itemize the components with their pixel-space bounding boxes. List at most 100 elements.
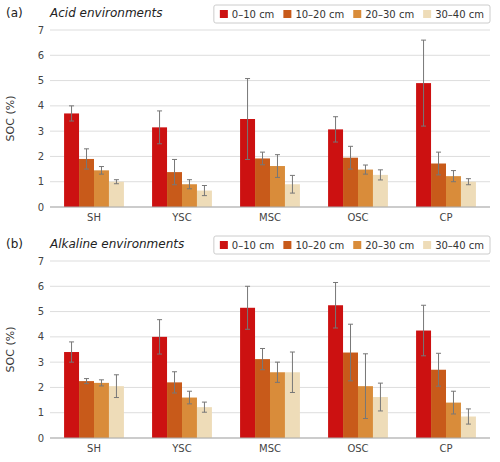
error-bar — [275, 155, 280, 178]
y-axis-label: SOC (%) — [4, 96, 17, 142]
y-tick-label: 7 — [38, 256, 44, 267]
error-bar — [275, 362, 280, 382]
error-bar — [451, 171, 456, 182]
error-bar — [69, 106, 74, 121]
error-bar — [157, 111, 162, 144]
grid-line — [50, 286, 490, 287]
panel-label: (a) — [6, 6, 23, 20]
error-bar — [466, 179, 471, 185]
x-tick-label: OSC — [347, 443, 368, 454]
bar — [94, 383, 109, 438]
title: Acid environments — [49, 6, 163, 20]
error-bar — [421, 305, 426, 356]
y-tick-label: 5 — [38, 75, 44, 86]
y-tick-label: 7 — [38, 25, 44, 36]
grid-line — [50, 438, 490, 439]
legend: 0–10 cm10–20 cm20–30 cm30–40 cm — [214, 236, 490, 254]
legend-swatch — [423, 10, 431, 18]
plot-area — [64, 40, 476, 207]
error-bar — [114, 375, 119, 398]
error-bar — [172, 372, 177, 393]
x-tick-label: SH — [87, 443, 101, 454]
y-tick-label: 0 — [38, 202, 44, 213]
error-bar — [187, 180, 192, 189]
bar — [64, 113, 79, 207]
legend-swatch — [353, 241, 361, 249]
error-bar — [202, 186, 207, 196]
x-tick-label: MSC — [259, 212, 281, 223]
bar — [79, 381, 94, 438]
y-tick-label: 2 — [38, 151, 44, 162]
panel: (a) Acid environments 0 1 2 3 4 5 6 7 SOC (%) SH YSC… — [4, 5, 490, 223]
legend-label: 10–20 cm — [295, 9, 344, 20]
y-tick-label: 3 — [38, 126, 44, 137]
error-bar — [363, 165, 368, 174]
y-tick-label: 5 — [38, 306, 44, 317]
y-tick-label: 1 — [38, 407, 44, 418]
error-bar — [245, 286, 250, 329]
error-bar — [436, 353, 441, 386]
error-bar — [69, 342, 74, 362]
legend-label: 30–40 cm — [435, 240, 484, 251]
y-tick-label: 4 — [38, 331, 44, 342]
panel: (b)Alkaline environments01234567SOC (%)S… — [4, 236, 490, 454]
y-tick-label: 2 — [38, 382, 44, 393]
x-tick-label: CP — [439, 212, 452, 223]
x-tick-label: YSC — [171, 212, 191, 223]
error-bar — [84, 379, 89, 384]
legend-label: 20–30 cm — [365, 240, 414, 251]
x-tick-label: OSC — [347, 212, 368, 223]
bar — [358, 170, 373, 207]
error-bar — [187, 391, 192, 404]
y-tick-label: 6 — [38, 50, 44, 61]
error-bar — [172, 159, 177, 184]
x-tick-label: MSC — [259, 443, 281, 454]
bar — [255, 359, 270, 438]
legend-swatch — [283, 10, 291, 18]
error-bar — [466, 409, 471, 424]
legend-swatch — [353, 10, 361, 18]
y-tick-label: 1 — [38, 176, 44, 187]
error-bar — [260, 348, 265, 369]
error-bar — [290, 175, 295, 193]
error-bar — [99, 380, 104, 386]
bar — [109, 182, 124, 207]
legend-swatch — [283, 241, 291, 249]
error-bar — [245, 79, 250, 160]
bar — [94, 170, 109, 207]
error-bar — [114, 180, 119, 184]
error-bar — [290, 352, 295, 392]
x-axis-line — [50, 438, 490, 439]
y-tick-label: 0 — [38, 433, 44, 444]
legend-label: 0–10 cm — [232, 240, 275, 251]
error-bar — [436, 152, 441, 175]
legend-label: 20–30 cm — [365, 9, 414, 20]
error-bar — [84, 149, 89, 169]
legend-frame — [214, 236, 490, 254]
grid-line — [50, 261, 490, 262]
bar — [64, 352, 79, 438]
bar — [255, 158, 270, 207]
x-tick-label: YSC — [171, 443, 191, 454]
title: Alkaline environments — [49, 237, 184, 251]
legend-label: 0–10 cm — [232, 9, 275, 20]
y-axis-label: SOC (%) — [4, 327, 17, 373]
error-bar — [348, 146, 353, 169]
legend-swatch — [220, 10, 228, 18]
error-bar — [99, 167, 104, 175]
error-bar — [333, 117, 338, 142]
error-bar — [348, 324, 353, 381]
x-tick-label: SH — [87, 212, 101, 223]
error-bar — [333, 282, 338, 328]
plot-area — [64, 282, 476, 438]
y-tick-label: 4 — [38, 100, 44, 111]
legend-label: 30–40 cm — [435, 9, 484, 20]
bar — [461, 182, 476, 207]
grid-line — [50, 30, 490, 31]
panel-label: (b) — [6, 237, 23, 251]
error-bar — [378, 170, 383, 180]
error-bar — [202, 402, 207, 412]
error-bar — [363, 354, 368, 419]
figure: (a) Acid environments 0 1 2 3 4 5 6 7 SOC (%) SH YSC… — [0, 0, 500, 462]
error-bar — [378, 383, 383, 411]
